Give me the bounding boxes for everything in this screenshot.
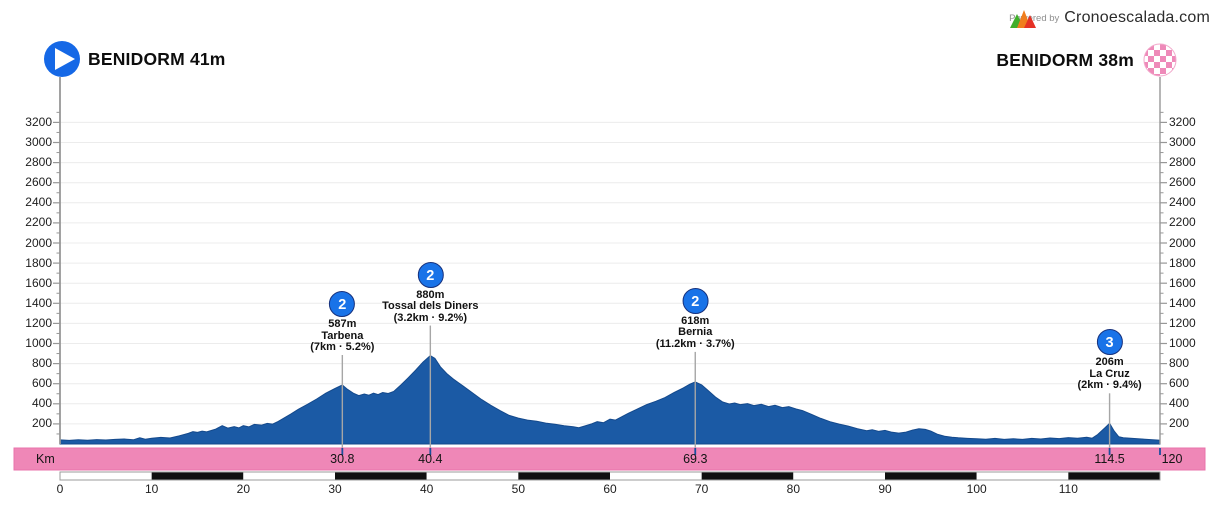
grid [60,121,1160,425]
play-icon [55,48,75,70]
powered-by-block: Powered by Cronoescalada.com [1009,9,1210,28]
brand-link[interactable]: Cronoescalada.com [1064,9,1210,26]
start-circle-icon [44,41,80,77]
km-bar [13,447,1206,471]
climb-marker-lines [341,325,1111,448]
axes [53,77,1167,444]
powered-by-text: Powered by [1009,12,1060,24]
elevation-profile-area [59,354,1161,445]
distance-scale-bar [59,471,1161,481]
finish-flag-icon [1143,43,1177,77]
mountains-logo-icon [1010,10,1037,28]
start-label: BENIDORM 41m [88,49,226,69]
finish-label: BENIDORM 38m [996,50,1134,70]
